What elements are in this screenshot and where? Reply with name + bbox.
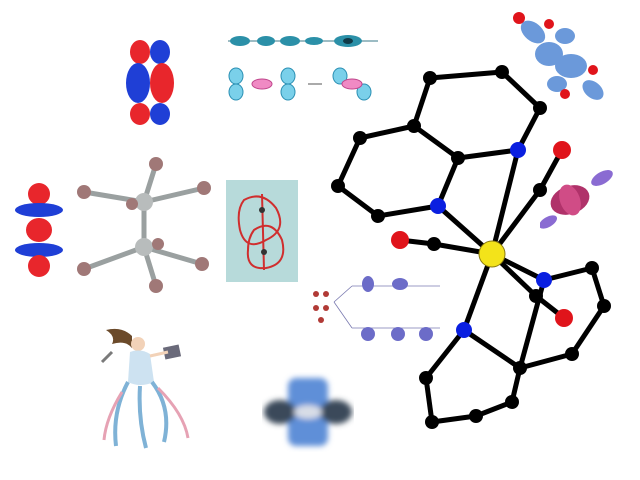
delta-bond-icon [226, 180, 298, 282]
splitting-diagram-icon [300, 272, 450, 352]
co-orbital-icon [540, 164, 616, 232]
dz2-orbital-icon [14, 182, 64, 278]
blurred-orbital-icon [262, 372, 354, 452]
pi-orbital-icon [226, 66, 376, 102]
muse-figure-icon [92, 322, 202, 452]
dimetal-cluster-icon [72, 152, 222, 298]
pi-bond-orbital-icon [120, 38, 180, 128]
quinone-orbital-icon [505, 4, 611, 104]
molecule-icon [330, 60, 620, 440]
sigma-orbital-icon [228, 30, 378, 52]
